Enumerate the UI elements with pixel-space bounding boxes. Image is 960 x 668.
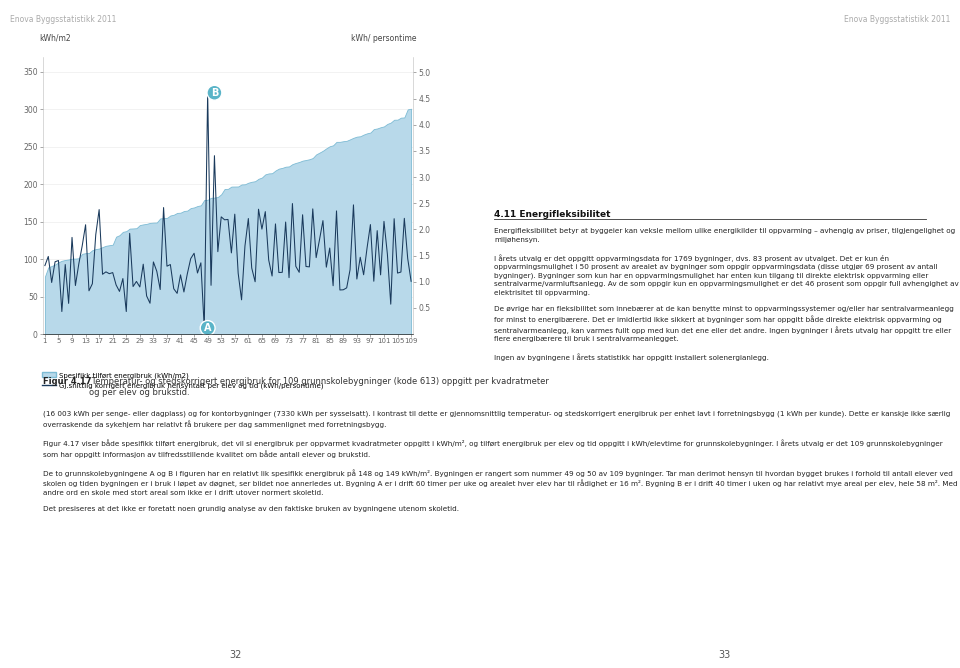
Text: 4.11 Energifleksibilitet: 4.11 Energifleksibilitet [494, 210, 611, 219]
Text: A: A [204, 323, 211, 333]
Text: Figur 4.17: Figur 4.17 [43, 377, 92, 386]
Text: Enova Byggsstatistikk 2011: Enova Byggsstatistikk 2011 [844, 15, 950, 23]
Text: 33: 33 [719, 650, 731, 660]
Text: Temperatur- og stedskorrigert energibruk for 109 grunnskolebygninger (kode 613) : Temperatur- og stedskorrigert energibruk… [89, 377, 549, 397]
Text: kWh/m2: kWh/m2 [39, 34, 71, 43]
Text: B: B [211, 88, 218, 98]
Text: 32: 32 [229, 650, 241, 660]
Text: kWh/ persontime: kWh/ persontime [351, 34, 417, 43]
Legend: Spesifikk tilført energibruk (kWh/m2), Gj.snittlig korrigert energibruk hensynta: Spesifikk tilført energibruk (kWh/m2), G… [39, 369, 326, 391]
Text: (16 003 kWh per senge- eller dagplass) og for kontorbygninger (7330 kWh per syss: (16 003 kWh per senge- eller dagplass) o… [43, 411, 958, 512]
Text: Enova Byggsstatistikk 2011: Enova Byggsstatistikk 2011 [10, 15, 116, 23]
Text: Energifleksibilitet betyr at byggeier kan veksle mellom ulike energikilder til o: Energifleksibilitet betyr at byggeier ka… [494, 228, 959, 361]
